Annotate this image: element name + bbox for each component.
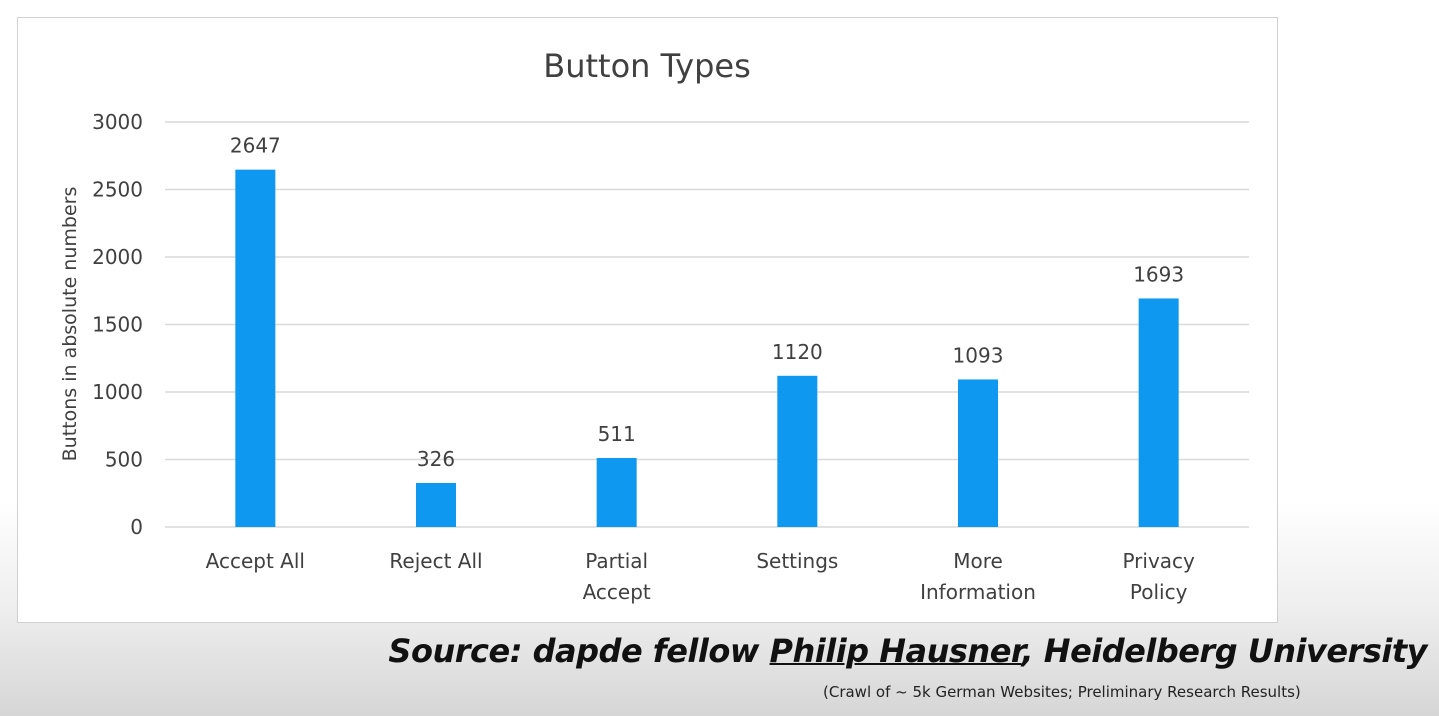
bar — [235, 169, 276, 527]
y-tick-label: 1000 — [92, 380, 143, 404]
y-axis-label: Buttons in absolute numbers — [59, 187, 81, 462]
y-tick-label: 1500 — [92, 313, 143, 337]
bar — [1138, 298, 1179, 527]
bars — [235, 169, 1179, 527]
data-label: 326 — [417, 447, 455, 471]
data-label: 1093 — [953, 343, 1004, 367]
y-tick-label: 3000 — [92, 110, 143, 134]
data-label: 511 — [598, 422, 636, 446]
x-category-label: Privacy — [1122, 549, 1195, 573]
data-label: 1693 — [1133, 262, 1184, 286]
y-tick-label: 2500 — [92, 178, 143, 202]
x-category-label: Policy — [1130, 580, 1188, 604]
y-tick-label: 0 — [130, 515, 143, 539]
x-category-label: Partial — [585, 549, 648, 573]
x-category-label: More — [953, 549, 1003, 573]
x-category-label: Information — [920, 580, 1036, 604]
y-tick-label: 2000 — [92, 245, 143, 269]
source-credit: Source: dapde fellow Philip Hausner, Hei… — [388, 632, 1427, 670]
x-category-label: Accept All — [206, 549, 305, 573]
bar — [416, 482, 456, 527]
x-axis-categories: Accept All Reject All Partial Accept Setting… — [206, 549, 1195, 604]
data-label: 1120 — [772, 340, 823, 364]
x-category-label: Accept — [583, 580, 651, 604]
y-axis-ticks: 0 500 1000 1500 2000 2500 3000 — [92, 110, 143, 539]
bar — [958, 379, 998, 527]
gridlines — [165, 121, 1249, 528]
bar — [777, 375, 818, 527]
source-author: Philip Hausner — [769, 632, 1022, 670]
source-prefix: Source: dapde fellow — [388, 632, 770, 670]
bar — [596, 458, 637, 527]
x-category-label: Settings — [756, 549, 838, 573]
x-category-label: Reject All — [389, 549, 482, 573]
research-note: (Crawl of ~ 5k German Websites; Prelimin… — [823, 683, 1301, 701]
y-tick-label: 500 — [105, 448, 143, 472]
data-labels: 2647 326 511 1120 1093 1693 — [230, 134, 1184, 471]
chart-title: Button Types — [543, 47, 751, 85]
chart-frame — [17, 17, 1278, 623]
source-suffix: , Heidelberg University — [1021, 632, 1427, 670]
data-label: 2647 — [230, 134, 281, 158]
